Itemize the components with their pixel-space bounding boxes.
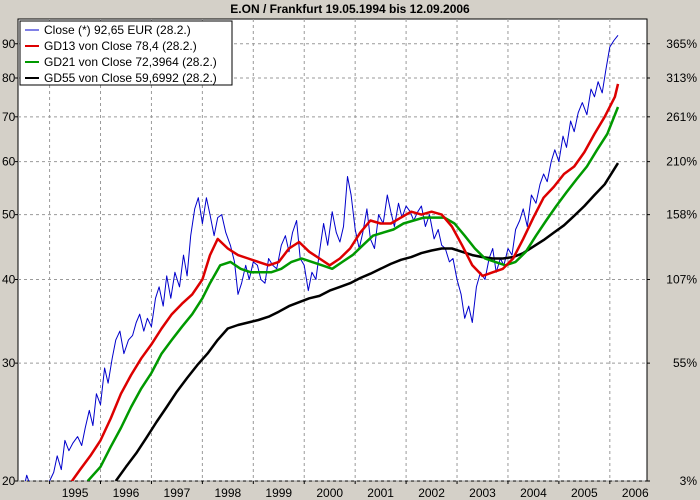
x-tick-label: 2005: [571, 486, 598, 500]
legend: Close (*) 92,65 EUR (28.2.) GD13 von Clos…: [19, 20, 233, 86]
x-tick-label: 1996: [113, 486, 140, 500]
y-tick-label-right: 261%: [666, 110, 697, 124]
y-tick-label-left: 30: [2, 356, 16, 370]
y-tick-label-left: 50: [2, 208, 16, 222]
y-tick-label-right: 210%: [666, 155, 697, 169]
y-tick-label-left: 80: [2, 71, 16, 85]
x-tick-label: 2006: [622, 486, 649, 500]
series-line-2: [86, 106, 620, 481]
y-tick-label-left: 40: [2, 272, 16, 286]
series-line-0: [24, 34, 619, 481]
y-tick-label-right: 313%: [666, 71, 697, 85]
x-tick-label: 1995: [62, 486, 89, 500]
y-tick-label-right: 107%: [666, 272, 697, 286]
plot-area: [17, 18, 648, 482]
legend-label-1: GD13 von Close 78,4 (28.2.): [44, 39, 197, 53]
x-tick-label: 2002: [418, 486, 445, 500]
legend-box: [19, 20, 233, 86]
y-tick-label-left: 20: [2, 474, 16, 488]
series-line-1: [70, 83, 620, 481]
series-layer: [24, 34, 620, 481]
y-tick-label-left: 60: [2, 155, 16, 169]
x-tick-label: 2003: [469, 486, 496, 500]
ticks-layer: 20 30 40 50 60 70 80 90 3% 55% 107% 158% 210% 261% 313…: [2, 37, 697, 500]
y-tick-label-left: 90: [2, 37, 16, 51]
series-line-3: [114, 162, 620, 481]
x-tick-label: 2000: [316, 486, 343, 500]
x-tick-label: 2004: [520, 486, 547, 500]
legend-items: Close (*) 92,65 EUR (28.2.) GD13 von Clos…: [25, 23, 217, 85]
y-tick-label-right: 55%: [673, 356, 697, 370]
x-tick-label: 1997: [164, 486, 191, 500]
legend-label-3: GD55 von Close 59,6992 (28.2.): [44, 71, 217, 85]
x-tick-label: 2001: [367, 486, 394, 500]
legend-label-0: Close (*) 92,65 EUR (28.2.): [44, 23, 191, 37]
y-tick-label-right: 365%: [666, 37, 697, 51]
y-tick-label-left: 70: [2, 110, 16, 124]
x-tick-label: 1998: [214, 486, 241, 500]
y-tick-label-right: 3%: [680, 474, 698, 488]
chart-title: E.ON / Frankfurt 19.05.1994 bis 12.09.20…: [230, 2, 470, 16]
x-tick-label: 1999: [265, 486, 292, 500]
legend-label-2: GD21 von Close 72,3964 (28.2.): [44, 55, 217, 69]
y-tick-label-right: 158%: [666, 208, 697, 222]
